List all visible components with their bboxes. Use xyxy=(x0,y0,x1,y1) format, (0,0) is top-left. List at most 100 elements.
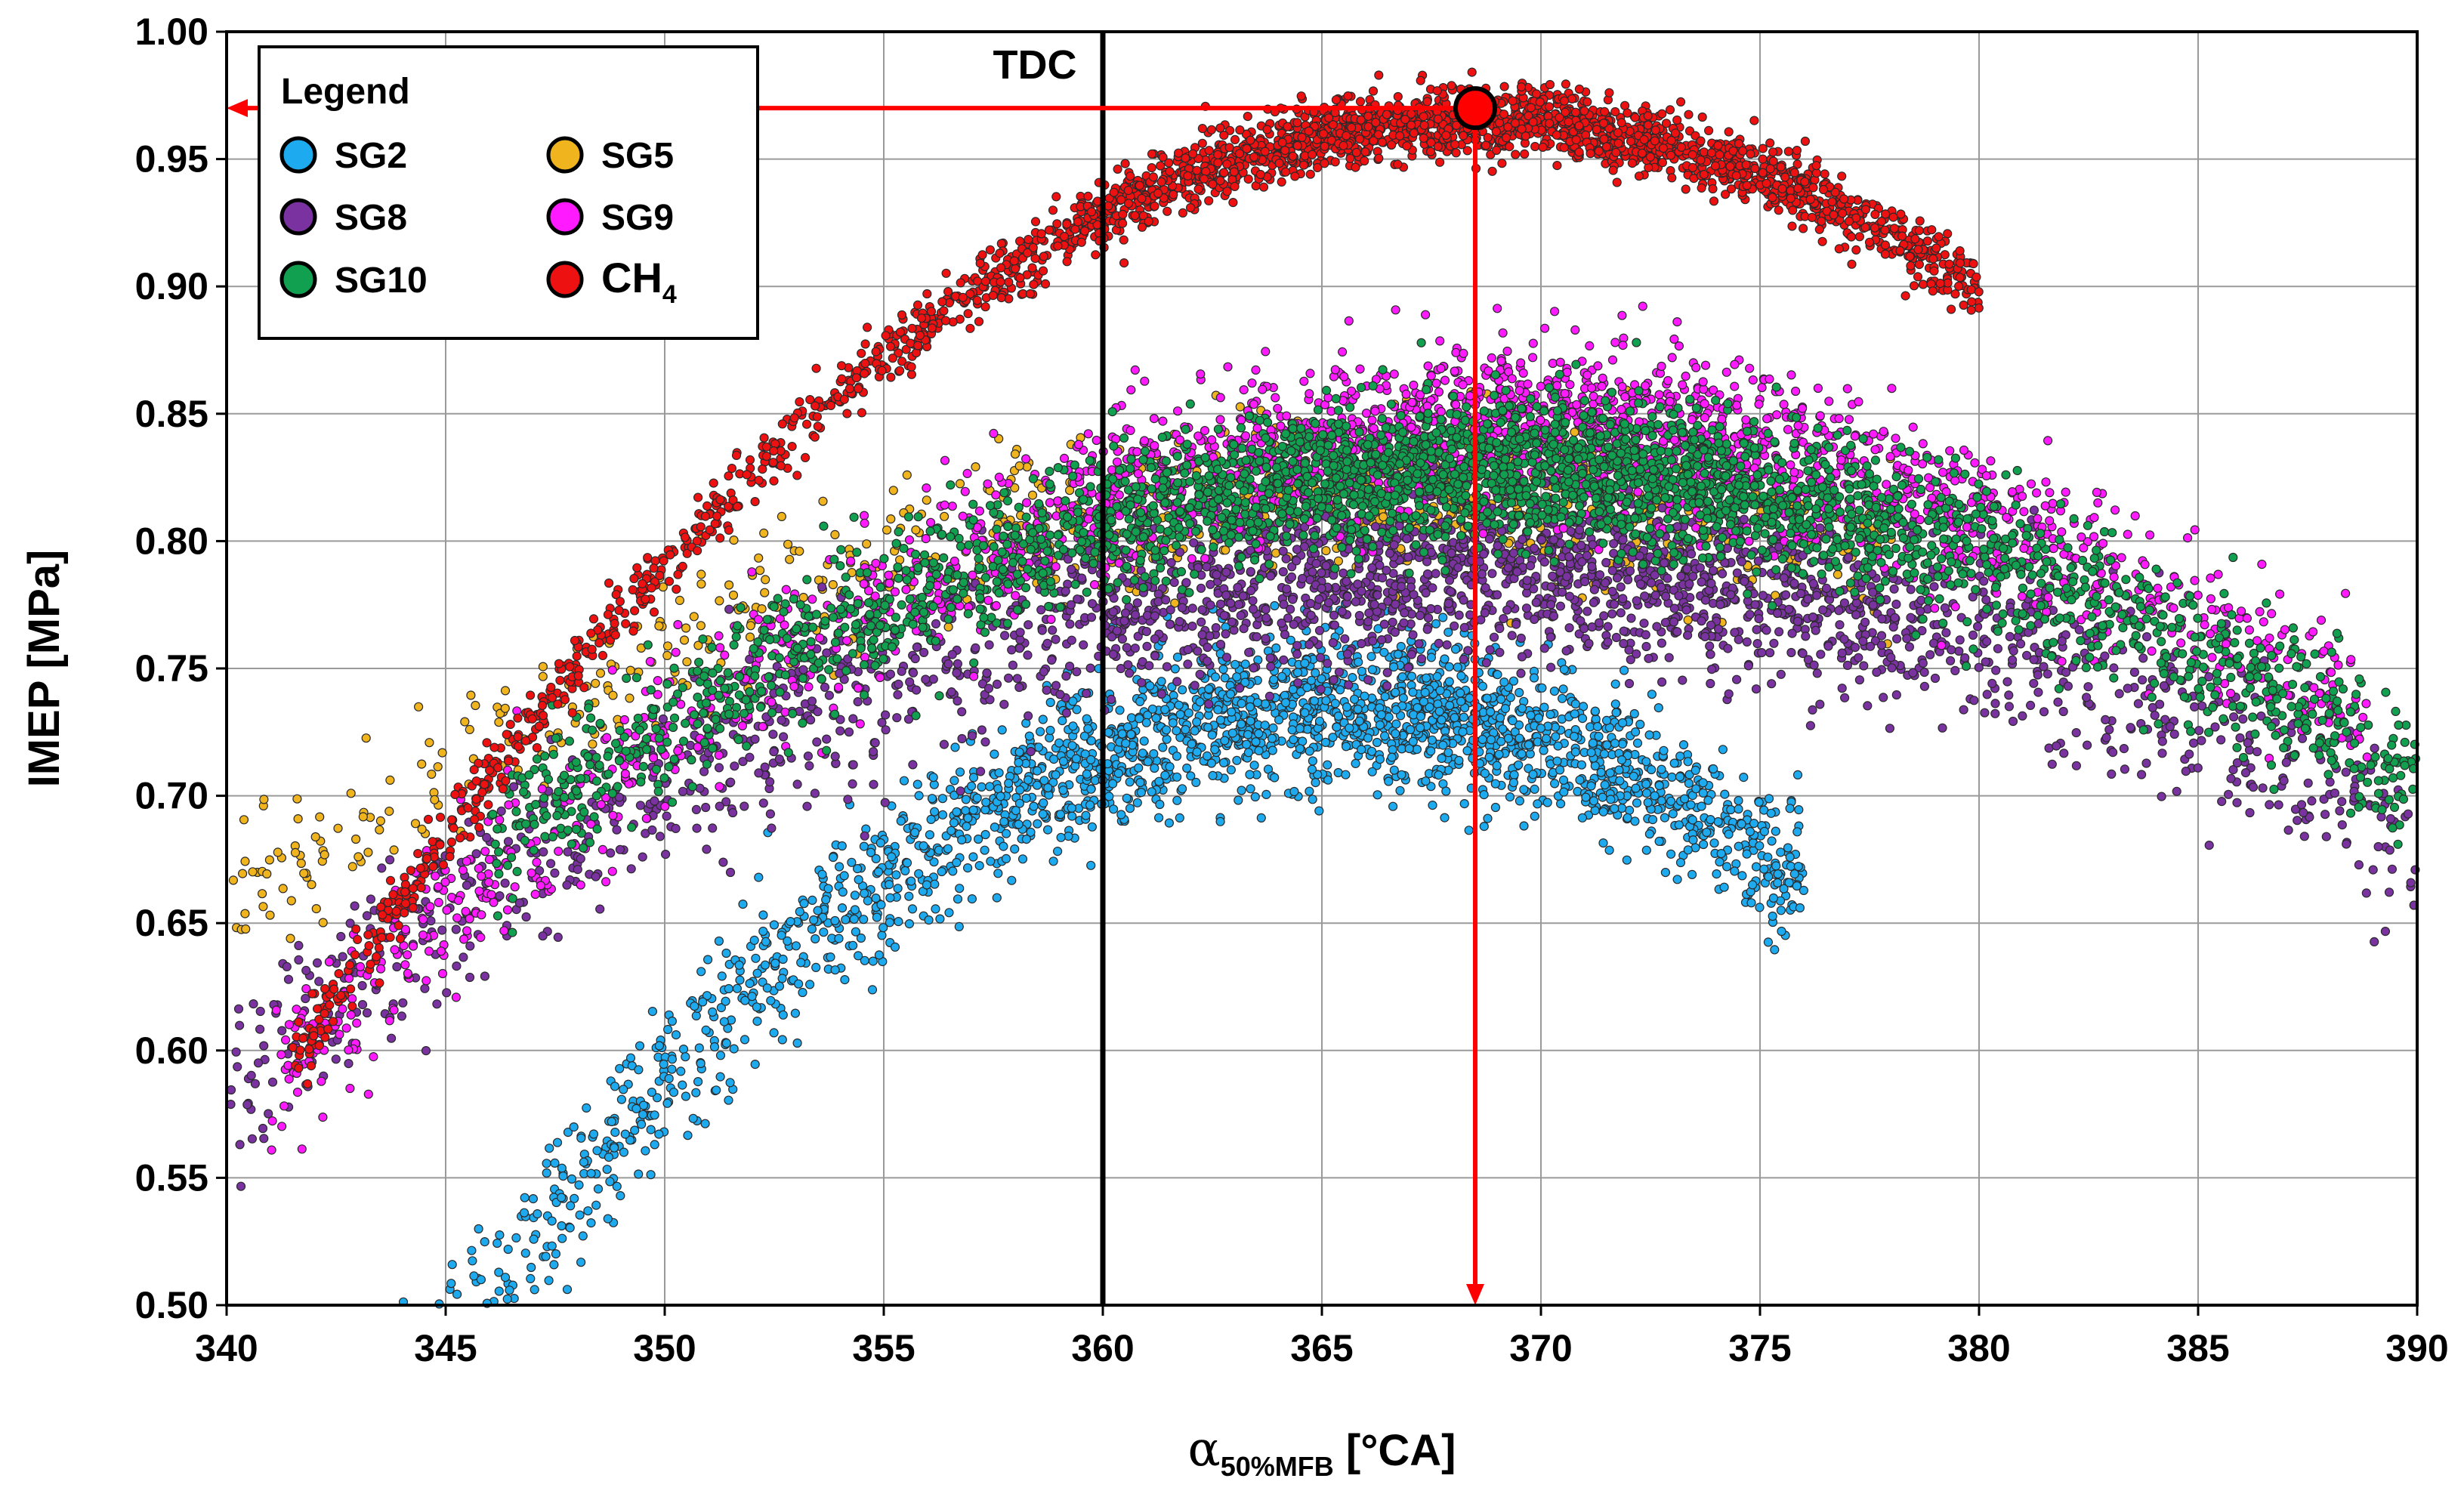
data-point xyxy=(795,546,804,556)
data-point xyxy=(1351,758,1360,769)
data-point xyxy=(1657,677,1667,687)
data-point xyxy=(907,904,918,914)
data-point xyxy=(1669,603,1679,613)
data-point xyxy=(2297,733,2308,743)
data-point xyxy=(1714,624,1724,634)
data-point xyxy=(725,1078,735,1088)
data-point xyxy=(1482,693,1492,703)
data-point xyxy=(500,686,511,696)
data-point xyxy=(1153,813,1164,823)
data-point xyxy=(1570,708,1579,719)
data-point xyxy=(544,1276,554,1286)
data-point xyxy=(1375,720,1385,730)
data-point xyxy=(1279,655,1289,665)
data-point xyxy=(893,884,903,894)
data-point xyxy=(1592,721,1602,732)
data-point xyxy=(1650,791,1660,801)
data-point xyxy=(1067,635,1076,645)
data-point xyxy=(1108,804,1119,814)
data-point xyxy=(1601,557,1611,568)
data-point xyxy=(1354,716,1364,726)
data-point xyxy=(563,847,573,857)
data-point xyxy=(500,1273,511,1282)
data-point xyxy=(1427,735,1437,745)
data-point xyxy=(694,1043,704,1053)
data-point xyxy=(1500,703,1511,714)
data-point xyxy=(1743,661,1753,671)
data-point xyxy=(1056,832,1066,842)
data-point xyxy=(1141,718,1151,727)
data-point xyxy=(1158,742,1168,752)
data-point xyxy=(1716,848,1726,859)
data-point xyxy=(1175,709,1185,720)
data-point xyxy=(1837,684,1847,693)
data-point xyxy=(1588,738,1598,748)
data-point xyxy=(1803,594,1813,604)
data-point xyxy=(1363,674,1373,685)
data-point xyxy=(1172,795,1182,805)
data-point xyxy=(350,901,360,911)
data-point xyxy=(1422,569,1433,579)
data-point xyxy=(1601,715,1612,726)
data-point xyxy=(437,748,447,758)
data-point xyxy=(1038,715,1048,724)
data-point xyxy=(1372,737,1382,748)
data-point xyxy=(1234,683,1245,693)
data-point xyxy=(2169,729,2179,739)
data-point xyxy=(333,823,343,833)
data-point xyxy=(667,1054,678,1064)
data-point xyxy=(1067,741,1077,751)
data-point xyxy=(1363,616,1373,627)
data-point xyxy=(574,1180,584,1190)
data-point xyxy=(947,650,957,659)
data-point xyxy=(798,987,807,998)
data-point xyxy=(1757,647,1767,658)
data-point xyxy=(1376,710,1387,720)
data-point xyxy=(505,1286,514,1295)
data-point xyxy=(375,825,384,835)
data-point xyxy=(1768,911,1777,921)
data-point xyxy=(550,1158,560,1168)
data-point xyxy=(634,1065,644,1075)
data-point xyxy=(278,884,288,894)
data-point xyxy=(1321,696,1331,705)
data-point xyxy=(1892,634,1902,644)
data-point xyxy=(1408,687,1418,697)
data-point xyxy=(944,908,954,918)
data-point xyxy=(1450,621,1459,631)
data-point xyxy=(777,511,787,522)
data-point xyxy=(957,733,967,744)
data-point xyxy=(931,619,941,629)
data-point xyxy=(591,872,601,881)
data-point xyxy=(432,999,442,1009)
data-point xyxy=(1210,672,1221,682)
data-point xyxy=(1678,675,1687,685)
data-point xyxy=(480,971,490,981)
data-point xyxy=(545,1144,554,1153)
data-point xyxy=(1463,646,1473,656)
data-point xyxy=(811,962,821,973)
data-point xyxy=(2335,806,2345,816)
data-point xyxy=(996,792,1005,801)
data-point xyxy=(1771,826,1780,836)
data-point xyxy=(1734,804,1743,814)
data-point xyxy=(654,1129,664,1139)
data-point xyxy=(724,1095,733,1105)
data-point xyxy=(1479,789,1489,800)
data-point xyxy=(1542,798,1552,807)
data-point xyxy=(1266,662,1276,671)
data-point xyxy=(1317,674,1326,684)
data-point xyxy=(1010,449,1020,459)
data-point xyxy=(1064,661,1075,671)
data-point xyxy=(1001,829,1011,838)
data-point xyxy=(1833,569,1842,579)
data-point xyxy=(1147,704,1158,714)
data-point xyxy=(838,887,848,897)
data-point xyxy=(1644,829,1654,839)
data-point xyxy=(925,830,935,840)
data-point xyxy=(283,974,294,984)
data-point xyxy=(1382,565,1391,576)
data-point xyxy=(1598,807,1608,816)
data-point xyxy=(1632,596,1641,606)
